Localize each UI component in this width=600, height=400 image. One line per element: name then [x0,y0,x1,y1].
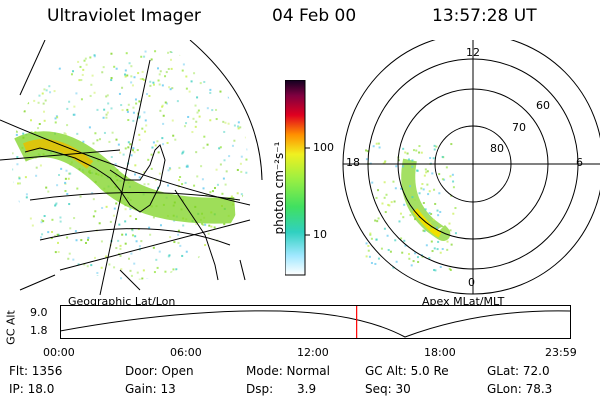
instrument-title: Ultraviolet Imager [47,6,201,26]
lat-label-70: 70 [512,121,526,134]
geographic-map [0,40,263,295]
colorbar [285,80,310,276]
orbit-ytick-9: 9.0 [30,306,48,319]
mlt-label-18: 18 [346,156,360,169]
status-flt: Flt: 1356 [9,364,63,378]
time-label: 13:57:28 UT [432,6,537,26]
colorbar-tick-100: 100 [313,141,334,154]
mlt-label-12: 12 [466,46,480,59]
apex-label: Apex MLat/MLT [422,295,505,308]
status-ip: IP: 18.0 [9,382,55,396]
status-glon: GLon: 78.3 [487,382,553,396]
colorbar-units: photon cm⁻²s⁻¹ [272,141,286,235]
polar-plot [342,40,600,295]
orbit-xtick-0000: 00:00 [43,346,75,359]
orbit-plot-frame [60,305,571,339]
orbit-ylabel: GC Alt [4,310,18,345]
auroral-oval-geo-core [23,139,94,169]
polar-speckle [365,142,457,272]
colorbar-tick-10: 10 [313,228,327,241]
status-door: Door: Open [125,364,194,378]
polar-grid [342,40,600,295]
geo-image-bg [12,44,248,280]
status-gain: Gain: 13 [125,382,176,396]
status-glat: GLat: 72.0 [487,364,550,378]
coastlines [24,144,246,291]
orbit-xtick-2359: 23:59 [545,346,577,359]
status-dsp-label: Dsp: [246,382,274,396]
status-dsp-value: 3.9 [297,382,317,396]
altitude-curve [60,310,571,338]
status-gc-alt: GC Alt: 5.0 Re [365,364,449,378]
date-label: 04 Feb 00 [272,6,357,26]
mlt-label-6: 6 [576,156,583,169]
orbit-altitude-plot [60,305,571,339]
geo-grid [0,40,263,295]
lat-label-60: 60 [536,99,550,112]
status-mode: Mode: Normal [246,364,330,378]
orbit-ytick-1.8: 1.8 [30,324,48,337]
orbit-xtick-0600: 06:00 [170,346,202,359]
orbit-xtick-1200: 12:00 [297,346,329,359]
geographic-label: Geographic Lat/Lon [68,295,176,308]
orbit-xtick-1800: 18:00 [424,346,456,359]
status-seq: Seq: 30 [365,382,411,396]
mlt-label-0: 0 [468,276,475,289]
lat-label-80: 80 [490,142,504,155]
colorbar-gradient [285,80,306,276]
